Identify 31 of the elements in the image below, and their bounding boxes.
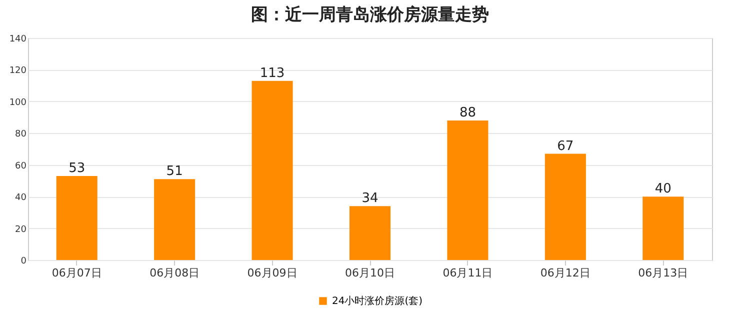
data-label: 51 [166, 164, 183, 180]
bar [544, 154, 586, 260]
bar [349, 206, 391, 260]
data-label: 40 [654, 182, 672, 197]
x-tick-label: 06月12日 [540, 266, 590, 280]
data-label: 34 [362, 191, 378, 206]
data-label: 113 [260, 66, 285, 81]
y-tick-label: 140 [9, 34, 27, 44]
x-tick-label: 06月11日 [442, 266, 493, 280]
x-tick-label: 06月13日 [638, 266, 688, 280]
chart-title: 图：近一周青岛涨价房源量走势 [251, 5, 489, 25]
legend-label: 24小时涨价房源(套) [332, 295, 423, 307]
y-tick-label: 40 [15, 193, 27, 204]
bar [154, 179, 196, 260]
y-tick-label: 80 [15, 130, 27, 140]
x-tick-label: 06月10日 [345, 266, 395, 280]
y-tick-label: 20 [15, 224, 27, 235]
data-label: 88 [459, 105, 476, 120]
y-tick-label: 60 [15, 161, 27, 172]
x-tick-label: 06月08日 [150, 266, 200, 280]
x-tick-label: 06月09日 [247, 266, 298, 280]
bar [642, 196, 684, 260]
bar [56, 176, 98, 260]
y-tick-label: 100 [9, 98, 27, 108]
x-tick-label: 06月07日 [52, 266, 102, 280]
data-label: 67 [557, 138, 574, 154]
y-tick-label: 120 [9, 66, 27, 76]
bar [252, 80, 293, 260]
data-label: 53 [68, 160, 86, 176]
bar [447, 120, 488, 260]
y-tick-label: 0 [20, 256, 27, 266]
